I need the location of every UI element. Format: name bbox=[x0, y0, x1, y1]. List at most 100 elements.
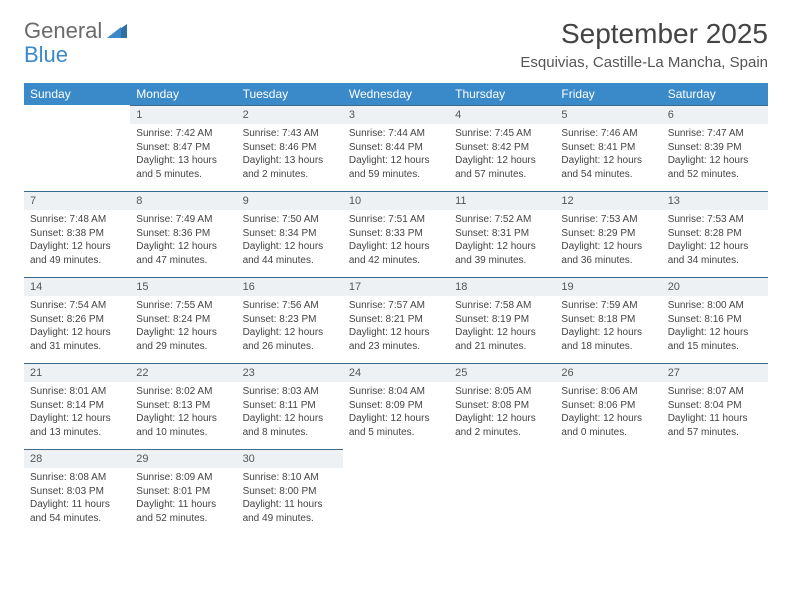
day-number: 4 bbox=[449, 105, 555, 124]
day-body: Sunrise: 8:07 AMSunset: 8:04 PMDaylight:… bbox=[662, 382, 768, 442]
day-body: Sunrise: 8:02 AMSunset: 8:13 PMDaylight:… bbox=[130, 382, 236, 442]
day-body: Sunrise: 7:50 AMSunset: 8:34 PMDaylight:… bbox=[237, 210, 343, 270]
calendar-day-cell: 23Sunrise: 8:03 AMSunset: 8:11 PMDayligh… bbox=[237, 363, 343, 449]
sunset-text: Sunset: 8:23 PM bbox=[243, 313, 337, 327]
calendar-day-cell: 4Sunrise: 7:45 AMSunset: 8:42 PMDaylight… bbox=[449, 105, 555, 191]
day-number: 15 bbox=[130, 277, 236, 296]
daylight-text: Daylight: 12 hours and 2 minutes. bbox=[455, 412, 549, 439]
daylight-text: Daylight: 12 hours and 44 minutes. bbox=[243, 240, 337, 267]
weekday-header: Saturday bbox=[662, 83, 768, 105]
sunrise-text: Sunrise: 7:53 AM bbox=[561, 213, 655, 227]
day-body: Sunrise: 7:42 AMSunset: 8:47 PMDaylight:… bbox=[130, 124, 236, 184]
daylight-text: Daylight: 12 hours and 49 minutes. bbox=[30, 240, 124, 267]
day-number: 21 bbox=[24, 363, 130, 382]
sunset-text: Sunset: 8:06 PM bbox=[561, 399, 655, 413]
day-body: Sunrise: 7:53 AMSunset: 8:29 PMDaylight:… bbox=[555, 210, 661, 270]
day-body: Sunrise: 7:45 AMSunset: 8:42 PMDaylight:… bbox=[449, 124, 555, 184]
sunrise-text: Sunrise: 8:05 AM bbox=[455, 385, 549, 399]
sunset-text: Sunset: 8:21 PM bbox=[349, 313, 443, 327]
day-body: Sunrise: 8:04 AMSunset: 8:09 PMDaylight:… bbox=[343, 382, 449, 442]
calendar-day-cell: 28Sunrise: 8:08 AMSunset: 8:03 PMDayligh… bbox=[24, 449, 130, 535]
weekday-header: Sunday bbox=[24, 83, 130, 105]
weekday-header: Friday bbox=[555, 83, 661, 105]
sunset-text: Sunset: 8:34 PM bbox=[243, 227, 337, 241]
calendar-day-cell: 27Sunrise: 8:07 AMSunset: 8:04 PMDayligh… bbox=[662, 363, 768, 449]
sunset-text: Sunset: 8:44 PM bbox=[349, 141, 443, 155]
sunrise-text: Sunrise: 8:10 AM bbox=[243, 471, 337, 485]
calendar-day-cell: 19Sunrise: 7:59 AMSunset: 8:18 PMDayligh… bbox=[555, 277, 661, 363]
calendar-day-cell: 18Sunrise: 7:58 AMSunset: 8:19 PMDayligh… bbox=[449, 277, 555, 363]
calendar-day-cell bbox=[343, 449, 449, 535]
day-body: Sunrise: 7:48 AMSunset: 8:38 PMDaylight:… bbox=[24, 210, 130, 270]
calendar-day-cell: 25Sunrise: 8:05 AMSunset: 8:08 PMDayligh… bbox=[449, 363, 555, 449]
day-body: Sunrise: 7:46 AMSunset: 8:41 PMDaylight:… bbox=[555, 124, 661, 184]
weekday-header: Wednesday bbox=[343, 83, 449, 105]
sunrise-text: Sunrise: 7:59 AM bbox=[561, 299, 655, 313]
calendar-week-row: 21Sunrise: 8:01 AMSunset: 8:14 PMDayligh… bbox=[24, 363, 768, 449]
sunrise-text: Sunrise: 8:06 AM bbox=[561, 385, 655, 399]
calendar-day-cell: 2Sunrise: 7:43 AMSunset: 8:46 PMDaylight… bbox=[237, 105, 343, 191]
sunset-text: Sunset: 8:08 PM bbox=[455, 399, 549, 413]
daylight-text: Daylight: 12 hours and 8 minutes. bbox=[243, 412, 337, 439]
calendar-day-cell: 1Sunrise: 7:42 AMSunset: 8:47 PMDaylight… bbox=[130, 105, 236, 191]
daylight-text: Daylight: 12 hours and 0 minutes. bbox=[561, 412, 655, 439]
daylight-text: Daylight: 12 hours and 36 minutes. bbox=[561, 240, 655, 267]
calendar-day-cell: 9Sunrise: 7:50 AMSunset: 8:34 PMDaylight… bbox=[237, 191, 343, 277]
sunset-text: Sunset: 8:01 PM bbox=[136, 485, 230, 499]
sunset-text: Sunset: 8:29 PM bbox=[561, 227, 655, 241]
calendar-day-cell: 11Sunrise: 7:52 AMSunset: 8:31 PMDayligh… bbox=[449, 191, 555, 277]
day-body: Sunrise: 7:52 AMSunset: 8:31 PMDaylight:… bbox=[449, 210, 555, 270]
sunrise-text: Sunrise: 8:02 AM bbox=[136, 385, 230, 399]
sunset-text: Sunset: 8:13 PM bbox=[136, 399, 230, 413]
month-title: September 2025 bbox=[520, 18, 768, 50]
daylight-text: Daylight: 12 hours and 59 minutes. bbox=[349, 154, 443, 181]
sunrise-text: Sunrise: 7:57 AM bbox=[349, 299, 443, 313]
sunset-text: Sunset: 8:26 PM bbox=[30, 313, 124, 327]
daylight-text: Daylight: 12 hours and 57 minutes. bbox=[455, 154, 549, 181]
sunrise-text: Sunrise: 7:53 AM bbox=[668, 213, 762, 227]
sunset-text: Sunset: 8:04 PM bbox=[668, 399, 762, 413]
day-number: 1 bbox=[130, 105, 236, 124]
location-text: Esquivias, Castille-La Mancha, Spain bbox=[520, 54, 768, 71]
sunset-text: Sunset: 8:03 PM bbox=[30, 485, 124, 499]
day-number: 23 bbox=[237, 363, 343, 382]
sunset-text: Sunset: 8:28 PM bbox=[668, 227, 762, 241]
weekday-header: Monday bbox=[130, 83, 236, 105]
calendar-table: Sunday Monday Tuesday Wednesday Thursday… bbox=[24, 83, 768, 535]
day-body: Sunrise: 7:51 AMSunset: 8:33 PMDaylight:… bbox=[343, 210, 449, 270]
calendar-week-row: 14 Sunrise: 7:54 AMSunset: 8:26 PM Dayligh… bbox=[24, 277, 768, 363]
sunrise-text: Sunrise: 7:45 AM bbox=[455, 127, 549, 141]
day-number: 14 bbox=[24, 277, 130, 296]
day-number: 17 bbox=[343, 277, 449, 296]
calendar-day-cell: 17Sunrise: 7:57 AMSunset: 8:21 PMDayligh… bbox=[343, 277, 449, 363]
day-number: 9 bbox=[237, 191, 343, 210]
calendar-day-cell: 13Sunrise: 7:53 AMSunset: 8:28 PMDayligh… bbox=[662, 191, 768, 277]
day-body: Sunrise: 7:57 AMSunset: 8:21 PMDaylight:… bbox=[343, 296, 449, 356]
calendar-day-cell: 12Sunrise: 7:53 AMSunset: 8:29 PMDayligh… bbox=[555, 191, 661, 277]
daylight-text: Daylight: 12 hours and 21 minutes. bbox=[455, 326, 549, 353]
calendar-week-row: 1Sunrise: 7:42 AMSunset: 8:47 PMDaylight… bbox=[24, 105, 768, 191]
sunset-text: Sunset: 8:00 PM bbox=[243, 485, 337, 499]
sunrise-text: Sunrise: 7:52 AM bbox=[455, 213, 549, 227]
day-number: 16 bbox=[237, 277, 343, 296]
logo-line2: Blue bbox=[24, 42, 68, 68]
day-number: 18 bbox=[449, 277, 555, 296]
calendar-week-row: 28Sunrise: 8:08 AMSunset: 8:03 PMDayligh… bbox=[24, 449, 768, 535]
day-body: Sunrise: 7:53 AMSunset: 8:28 PMDaylight:… bbox=[662, 210, 768, 270]
day-number: 28 bbox=[24, 449, 130, 468]
sunset-text: Sunset: 8:36 PM bbox=[136, 227, 230, 241]
calendar-day-cell: 29Sunrise: 8:09 AMSunset: 8:01 PMDayligh… bbox=[130, 449, 236, 535]
daylight-text: Daylight: 13 hours and 2 minutes. bbox=[243, 154, 337, 181]
day-body: Sunrise: 7:58 AMSunset: 8:19 PMDaylight:… bbox=[449, 296, 555, 356]
sunset-text: Sunset: 8:42 PM bbox=[455, 141, 549, 155]
daylight-text: Daylight: 13 hours and 5 minutes. bbox=[136, 154, 230, 181]
day-body: Sunrise: 8:00 AMSunset: 8:16 PMDaylight:… bbox=[662, 296, 768, 356]
day-body: Sunrise: 8:05 AMSunset: 8:08 PMDaylight:… bbox=[449, 382, 555, 442]
logo-text-blue: Blue bbox=[24, 42, 68, 68]
sunset-text: Sunset: 8:09 PM bbox=[349, 399, 443, 413]
day-number: 2 bbox=[237, 105, 343, 124]
sunset-text: Sunset: 8:31 PM bbox=[455, 227, 549, 241]
sunrise-text: Sunrise: 7:54 AM bbox=[30, 299, 124, 313]
day-number: 20 bbox=[662, 277, 768, 296]
day-number: 22 bbox=[130, 363, 236, 382]
